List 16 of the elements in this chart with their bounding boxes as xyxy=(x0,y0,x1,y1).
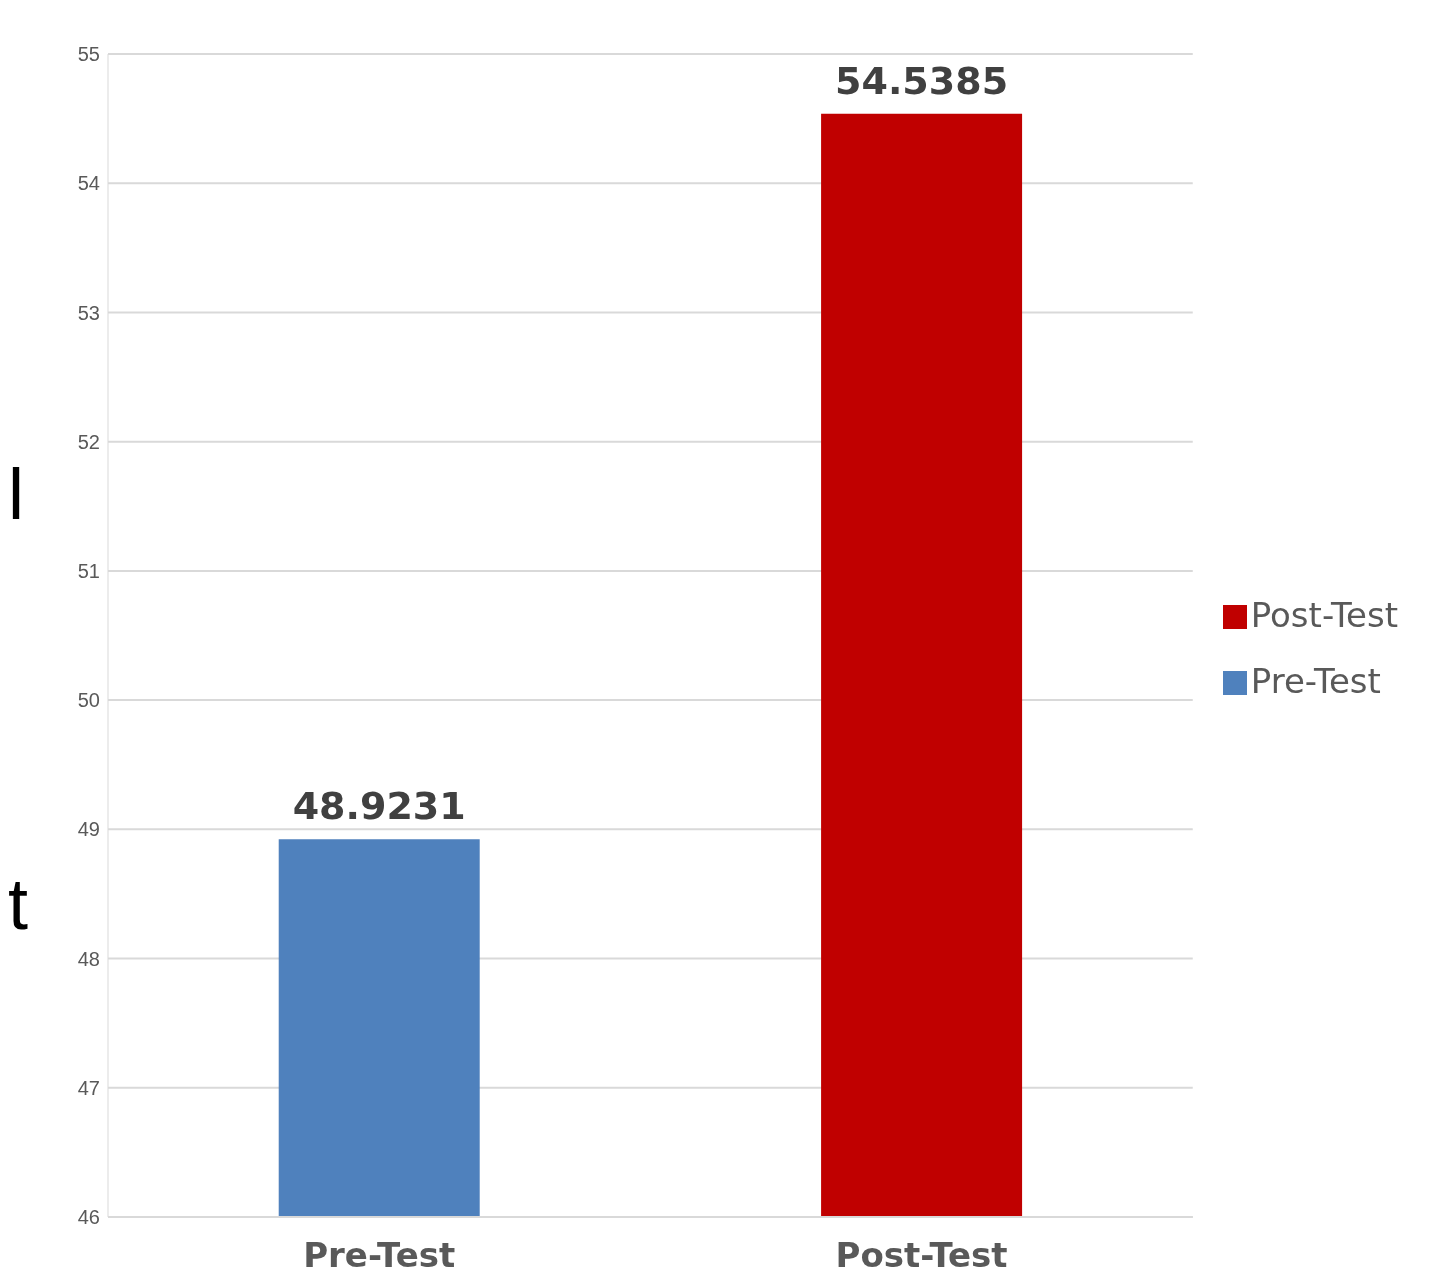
y-tick-label: 51 xyxy=(77,559,100,582)
y-tick-label: 49 xyxy=(77,818,100,841)
legend-label: Post-Test xyxy=(1250,594,1398,635)
y-tick-label: 48 xyxy=(77,947,100,970)
legend-label: Pre-Test xyxy=(1250,660,1381,701)
y-tick-label: 47 xyxy=(77,1076,100,1099)
y-tick-label: 46 xyxy=(77,1206,100,1229)
y-tick-label: 53 xyxy=(77,301,100,324)
y-tick-label: 50 xyxy=(77,689,100,712)
data-label: 54.5385 xyxy=(835,58,1009,103)
y-tick-label: 52 xyxy=(77,430,100,453)
text: t xyxy=(8,864,29,944)
text: l xyxy=(8,454,24,534)
data-label: 48.9231 xyxy=(292,784,466,829)
y-tick-label: 55 xyxy=(77,43,100,66)
y-tick-label: 54 xyxy=(77,172,100,195)
